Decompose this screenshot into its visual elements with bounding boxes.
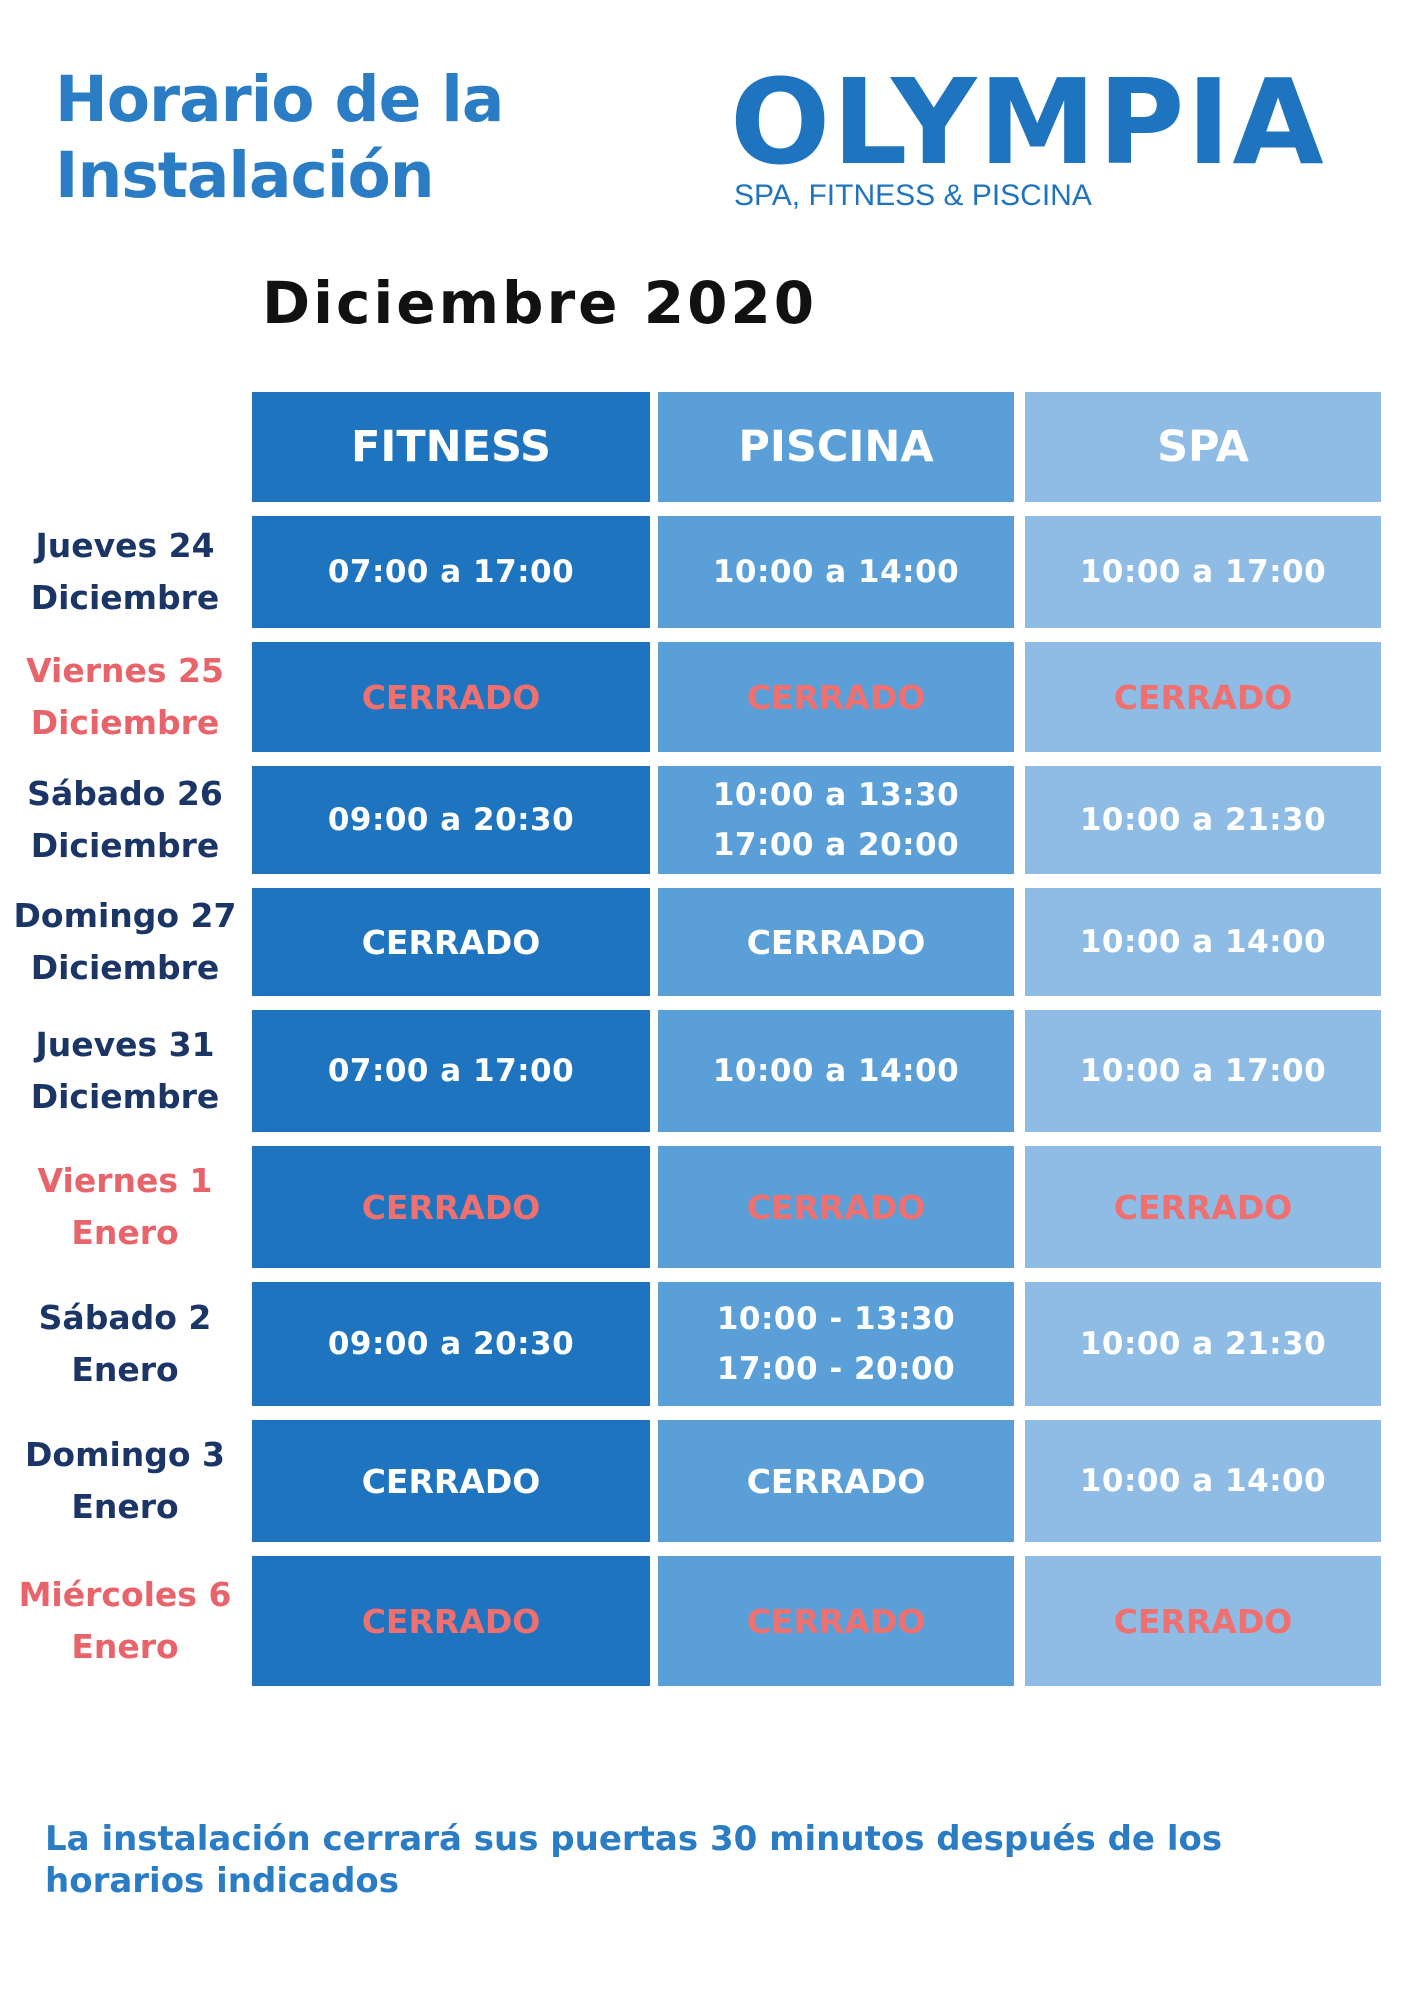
closed-label: CERRADO xyxy=(1113,677,1293,717)
header-piscina: PISCINA xyxy=(658,392,1014,502)
month-heading: Diciembre 2020 xyxy=(262,269,818,337)
day-name: Viernes 1 xyxy=(37,1161,213,1200)
hours-text: 10:00 a 13:30 xyxy=(712,777,960,813)
closed-label: CERRADO xyxy=(1113,1187,1293,1227)
header-fitness: FITNESS xyxy=(252,392,650,502)
closed-label: CERRADO xyxy=(746,1601,926,1641)
hours-text: 09:00 a 20:30 xyxy=(327,1326,575,1362)
piscina-hours-cell: 10:00 - 13:30 17:00 - 20:00 xyxy=(658,1282,1014,1406)
hours-text: 10:00 a 14:00 xyxy=(1079,1463,1327,1499)
closed-label: CERRADO xyxy=(361,1461,541,1501)
closed-label: CERRADO xyxy=(746,922,926,962)
spa-hours-cell: 10:00 a 17:00 xyxy=(1025,1010,1381,1132)
day-label: Viernes 1 Enero xyxy=(0,1146,250,1268)
spa-hours-cell: 10:00 a 21:30 xyxy=(1025,1282,1381,1406)
closed-label: CERRADO xyxy=(361,677,541,717)
fitness-hours-cell: CERRADO xyxy=(252,642,650,752)
day-name: Domingo 3 xyxy=(25,1435,225,1474)
header-spa: SPA xyxy=(1025,392,1381,502)
piscina-hours-cell: CERRADO xyxy=(658,1146,1014,1268)
day-label: Viernes 25 Diciembre xyxy=(0,642,250,752)
fitness-hours-cell: CERRADO xyxy=(252,888,650,996)
fitness-hours-cell: 09:00 a 20:30 xyxy=(252,1282,650,1406)
day-name: Miércoles 6 xyxy=(18,1575,232,1614)
day-name: Jueves 31 xyxy=(35,1025,215,1064)
hours-text: 10:00 a 14:00 xyxy=(1079,924,1327,960)
hours-text: 10:00 a 21:30 xyxy=(1079,802,1327,838)
spa-hours-cell: CERRADO xyxy=(1025,642,1381,752)
day-label: Miércoles 6 Enero xyxy=(0,1556,250,1686)
fitness-hours-cell: 07:00 a 17:00 xyxy=(252,1010,650,1132)
hours-text: 07:00 a 17:00 xyxy=(327,554,575,590)
day-name: Domingo 27 xyxy=(13,896,237,935)
piscina-hours-cell: CERRADO xyxy=(658,1420,1014,1542)
day-label: Jueves 24 Diciembre xyxy=(0,516,250,628)
day-label: Jueves 31 Diciembre xyxy=(0,1010,250,1132)
day-label: Sábado 2 Enero xyxy=(0,1282,250,1406)
hours-text: 10:00 a 14:00 xyxy=(712,554,960,590)
hours-text: 17:00 - 20:00 xyxy=(716,1351,956,1387)
hours-text: 10:00 a 17:00 xyxy=(1079,1053,1327,1089)
hours-text: 10:00 a 14:00 xyxy=(712,1053,960,1089)
day-month: Diciembre xyxy=(30,826,220,865)
hours-text: 09:00 a 20:30 xyxy=(327,802,575,838)
day-month: Enero xyxy=(71,1627,179,1666)
spa-hours-cell: CERRADO xyxy=(1025,1146,1381,1268)
closed-label: CERRADO xyxy=(746,1461,926,1501)
logo-wordmark: OLYMPIA xyxy=(730,53,1326,191)
spa-hours-cell: 10:00 a 14:00 xyxy=(1025,888,1381,996)
hours-text: 17:00 a 20:00 xyxy=(712,827,960,863)
spa-hours-cell: CERRADO xyxy=(1025,1556,1381,1686)
fitness-hours-cell: CERRADO xyxy=(252,1556,650,1686)
page-title-line1: Horario de la xyxy=(55,63,504,136)
logo-tagline: SPA, FITNESS & PISCINA xyxy=(734,179,1092,212)
day-name: Sábado 2 xyxy=(38,1298,212,1337)
day-month: Diciembre xyxy=(30,578,220,617)
day-label: Sábado 26 Diciembre xyxy=(0,766,250,874)
piscina-hours-cell: CERRADO xyxy=(658,1556,1014,1686)
spa-hours-cell: 10:00 a 14:00 xyxy=(1025,1420,1381,1542)
closed-label: CERRADO xyxy=(1113,1601,1293,1641)
day-month: Diciembre xyxy=(30,948,220,987)
olympia-logo: OLYMPIA SPA, FITNESS & PISCINA xyxy=(730,62,1350,214)
hours-text: 10:00 - 13:30 xyxy=(716,1301,956,1337)
piscina-hours-cell: 10:00 a 14:00 xyxy=(658,516,1014,628)
fitness-hours-cell: CERRADO xyxy=(252,1146,650,1268)
closed-label: CERRADO xyxy=(746,677,926,717)
closed-label: CERRADO xyxy=(361,1601,541,1641)
piscina-hours-cell: 10:00 a 13:30 17:00 a 20:00 xyxy=(658,766,1014,874)
spa-hours-cell: 10:00 a 21:30 xyxy=(1025,766,1381,874)
day-name: Jueves 24 xyxy=(35,526,215,565)
day-name: Viernes 25 xyxy=(26,651,224,690)
piscina-hours-cell: CERRADO xyxy=(658,642,1014,752)
hours-text: 10:00 a 17:00 xyxy=(1079,554,1327,590)
fitness-hours-cell: 07:00 a 17:00 xyxy=(252,516,650,628)
day-month: Enero xyxy=(71,1213,179,1252)
hours-text: 10:00 a 21:30 xyxy=(1079,1326,1327,1362)
closing-note: La instalación cerrará sus puertas 30 mi… xyxy=(45,1819,1223,1901)
piscina-hours-cell: CERRADO xyxy=(658,888,1014,996)
day-name: Sábado 26 xyxy=(27,774,223,813)
spa-hours-cell: 10:00 a 17:00 xyxy=(1025,516,1381,628)
fitness-hours-cell: 09:00 a 20:30 xyxy=(252,766,650,874)
page-title-line2: Instalación xyxy=(55,139,435,212)
day-label: Domingo 27 Diciembre xyxy=(0,888,250,996)
piscina-hours-cell: 10:00 a 14:00 xyxy=(658,1010,1014,1132)
day-month: Enero xyxy=(71,1350,179,1389)
day-month: Diciembre xyxy=(30,1077,220,1116)
day-month: Enero xyxy=(71,1487,179,1526)
day-month: Diciembre xyxy=(30,703,220,742)
fitness-hours-cell: CERRADO xyxy=(252,1420,650,1542)
closed-label: CERRADO xyxy=(361,922,541,962)
closed-label: CERRADO xyxy=(361,1187,541,1227)
day-label: Domingo 3 Enero xyxy=(0,1420,250,1542)
closed-label: CERRADO xyxy=(746,1187,926,1227)
page-title: Horario de la Instalación xyxy=(55,62,615,214)
hours-text: 07:00 a 17:00 xyxy=(327,1053,575,1089)
